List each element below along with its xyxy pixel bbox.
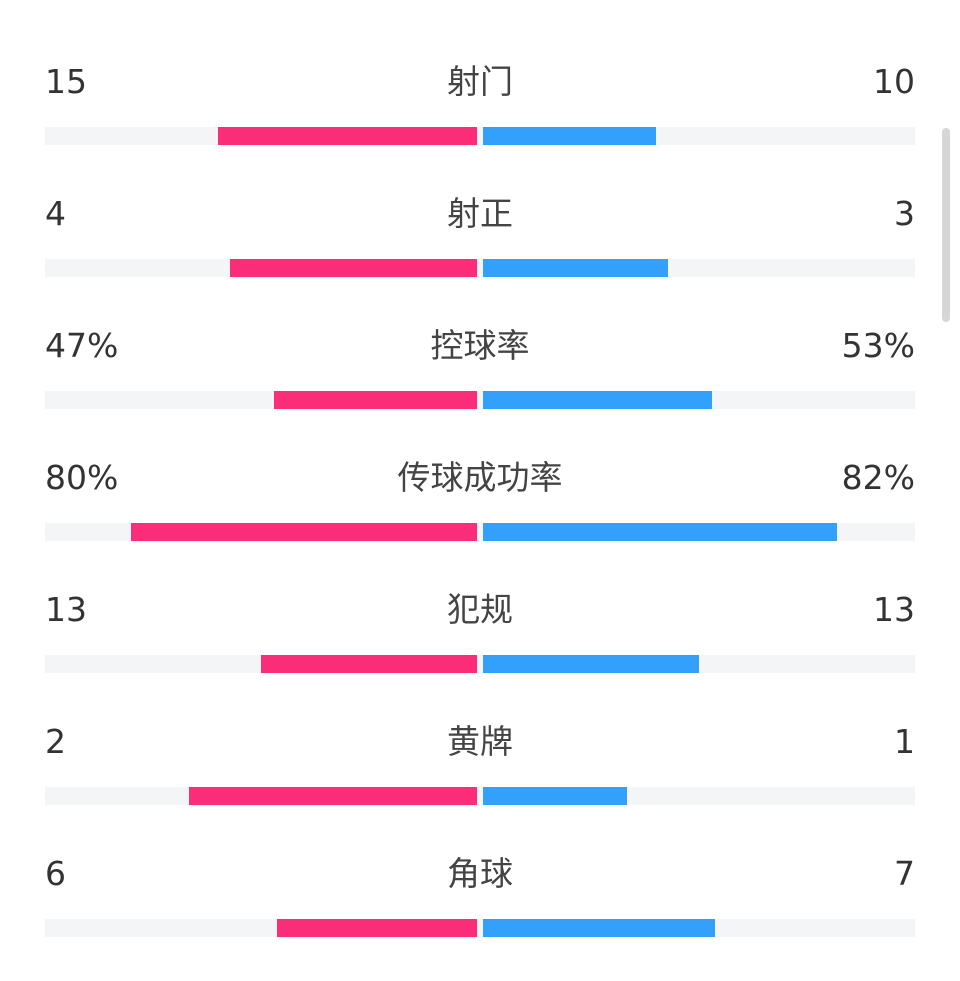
scrollbar[interactable] bbox=[942, 128, 950, 322]
stat-track bbox=[45, 523, 915, 541]
home-value: 47% bbox=[45, 326, 119, 365]
home-bar bbox=[189, 787, 477, 805]
stat-label: 犯规 bbox=[447, 590, 513, 629]
stat-label: 射门 bbox=[447, 62, 513, 101]
away-value: 3 bbox=[894, 194, 915, 233]
stat-row-pass-accuracy: 80% 传球成功率 82% bbox=[45, 453, 915, 585]
stat-label: 控球率 bbox=[430, 326, 530, 365]
stat-track bbox=[45, 655, 915, 673]
stat-label: 角球 bbox=[447, 854, 513, 893]
stat-label: 黄牌 bbox=[447, 722, 513, 761]
away-bar bbox=[483, 259, 668, 277]
stat-track bbox=[45, 787, 915, 805]
home-bar bbox=[274, 391, 477, 409]
home-bar bbox=[131, 523, 477, 541]
away-bar bbox=[483, 523, 837, 541]
away-value: 13 bbox=[873, 590, 915, 629]
stat-row-fouls: 13 犯规 13 bbox=[45, 585, 915, 717]
stat-track bbox=[45, 391, 915, 409]
home-bar bbox=[218, 127, 477, 145]
stat-track bbox=[45, 259, 915, 277]
stat-row-shots-on-target: 4 射正 3 bbox=[45, 189, 915, 321]
stat-label: 传球成功率 bbox=[397, 458, 563, 497]
home-bar bbox=[261, 655, 477, 673]
away-value: 82% bbox=[841, 458, 915, 497]
home-bar bbox=[230, 259, 477, 277]
stat-track bbox=[45, 127, 915, 145]
home-value: 80% bbox=[45, 458, 119, 497]
away-bar bbox=[483, 127, 656, 145]
home-value: 4 bbox=[45, 194, 66, 233]
away-value: 10 bbox=[873, 62, 915, 101]
stat-row-yellow-cards: 2 黄牌 1 bbox=[45, 717, 915, 849]
home-value: 6 bbox=[45, 854, 66, 893]
away-value: 53% bbox=[841, 326, 915, 365]
stat-row-corners: 6 角球 7 bbox=[45, 849, 915, 981]
home-value: 2 bbox=[45, 722, 66, 761]
away-bar bbox=[483, 787, 627, 805]
stat-track bbox=[45, 919, 915, 937]
stat-label: 射正 bbox=[447, 194, 513, 233]
home-value: 13 bbox=[45, 590, 87, 629]
away-bar bbox=[483, 655, 699, 673]
away-bar bbox=[483, 919, 715, 937]
away-value: 1 bbox=[894, 722, 915, 761]
home-bar bbox=[277, 919, 477, 937]
away-bar bbox=[483, 391, 712, 409]
stat-row-shots: 15 射门 10 bbox=[45, 57, 915, 189]
away-value: 7 bbox=[894, 854, 915, 893]
home-value: 15 bbox=[45, 62, 87, 101]
stat-row-possession: 47% 控球率 53% bbox=[45, 321, 915, 453]
